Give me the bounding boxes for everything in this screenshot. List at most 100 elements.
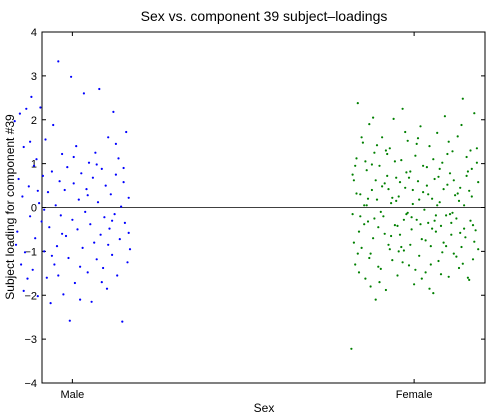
data-point	[359, 215, 362, 218]
data-point	[127, 231, 130, 234]
data-point	[397, 195, 400, 198]
data-point	[363, 204, 366, 207]
y-tick-label: 2	[31, 115, 37, 127]
data-point	[386, 174, 389, 177]
data-point	[418, 254, 421, 257]
data-point	[73, 281, 76, 285]
data-point	[357, 230, 361, 233]
data-point	[27, 185, 30, 188]
data-point	[457, 266, 461, 270]
x-axis-label: Sex	[254, 401, 275, 415]
data-point	[114, 173, 117, 176]
data-point	[377, 265, 380, 268]
data-point	[29, 140, 32, 143]
data-point	[85, 188, 88, 191]
data-point	[127, 196, 130, 199]
data-point	[75, 145, 78, 148]
data-point	[465, 155, 468, 159]
data-point	[452, 252, 455, 255]
data-point	[437, 175, 440, 178]
data-point	[473, 240, 476, 243]
data-point	[405, 171, 408, 174]
data-point	[432, 158, 435, 161]
data-point	[471, 224, 475, 227]
data-point	[443, 115, 446, 118]
data-point	[71, 218, 74, 221]
data-point	[414, 268, 417, 271]
data-point	[102, 266, 105, 270]
data-point	[404, 130, 407, 134]
data-point	[111, 219, 114, 222]
data-point	[439, 273, 443, 276]
data-point	[465, 174, 468, 177]
data-point	[379, 210, 382, 213]
data-point	[378, 164, 381, 167]
data-point	[445, 245, 448, 248]
data-point	[415, 218, 418, 221]
data-point	[423, 208, 426, 211]
data-point	[415, 142, 418, 145]
data-point	[425, 184, 428, 187]
data-point	[91, 176, 94, 179]
data-point	[360, 246, 363, 249]
data-point	[388, 147, 391, 150]
data-point	[356, 102, 359, 105]
data-point	[446, 183, 449, 186]
data-point	[32, 164, 36, 167]
data-point	[468, 278, 471, 281]
data-point	[366, 197, 370, 200]
data-point	[416, 137, 420, 140]
data-point	[407, 264, 411, 267]
data-point	[401, 107, 404, 110]
data-point	[355, 192, 358, 195]
data-point	[364, 277, 367, 280]
data-point	[108, 227, 111, 230]
data-point	[49, 302, 52, 305]
data-point	[461, 262, 464, 265]
data-point	[90, 300, 93, 303]
data-point	[39, 106, 42, 109]
data-point	[461, 97, 464, 100]
data-point	[470, 167, 473, 170]
data-point	[67, 256, 70, 260]
data-point	[447, 275, 450, 278]
data-point	[57, 60, 60, 63]
data-point	[474, 229, 477, 232]
y-tick-label: 0	[31, 203, 37, 215]
y-tick-label: 4	[31, 27, 37, 39]
data-point	[35, 158, 38, 161]
data-point	[22, 289, 25, 292]
data-point	[45, 276, 48, 279]
data-point	[352, 179, 355, 182]
data-point	[457, 199, 461, 202]
data-point	[434, 230, 437, 233]
data-point	[82, 92, 85, 95]
data-point	[374, 179, 377, 182]
data-point	[369, 285, 372, 288]
data-point	[100, 281, 103, 284]
data-point	[401, 261, 404, 264]
data-point	[429, 263, 432, 266]
data-point	[21, 195, 24, 198]
data-point	[44, 138, 47, 141]
data-point	[356, 252, 359, 255]
data-point	[422, 191, 425, 194]
data-point	[368, 123, 371, 126]
data-point	[450, 221, 453, 224]
data-point	[419, 125, 422, 128]
data-point	[398, 233, 402, 236]
data-point	[58, 180, 61, 183]
data-point	[30, 95, 33, 98]
data-point	[406, 139, 409, 142]
data-point	[111, 253, 114, 256]
data-point	[100, 167, 103, 170]
chart-title: Sex vs. component 39 subject–loadings	[141, 8, 388, 24]
data-point	[398, 181, 402, 184]
data-point	[400, 159, 403, 162]
data-point	[117, 157, 120, 160]
data-point	[99, 233, 102, 236]
y-tick-label: −2	[24, 290, 37, 302]
data-point	[431, 227, 434, 230]
data-point	[460, 123, 463, 127]
